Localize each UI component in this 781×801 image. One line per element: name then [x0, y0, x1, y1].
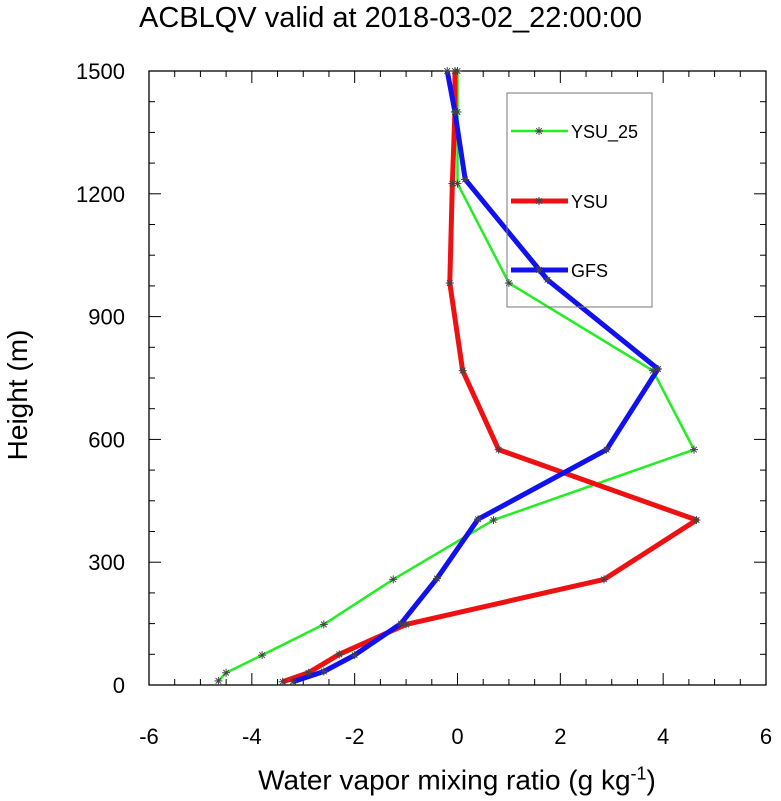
marker-stroke: [320, 621, 327, 628]
x-axis-label-close: ): [646, 764, 656, 796]
data-point: [432, 574, 441, 583]
y-tick-label: 1500: [76, 59, 125, 84]
series-lines: [214, 67, 701, 686]
data-point: [448, 179, 457, 188]
x-axis-label: Water vapor mixing ratio (g kg-1): [258, 763, 656, 796]
data-point: [258, 651, 267, 660]
data-point: [543, 275, 552, 284]
x-tick-label: -4: [242, 724, 262, 749]
x-axis-label-text: Water vapor mixing ratio (g kg: [258, 764, 631, 796]
data-point: [690, 445, 699, 454]
data-point: [494, 445, 503, 454]
marker-stroke: [535, 266, 543, 274]
x-tick-label: 2: [554, 724, 566, 749]
marker-stroke: [222, 669, 230, 676]
marker-stroke: [215, 677, 222, 685]
marker-stroke: [490, 516, 497, 524]
data-point: [319, 620, 328, 629]
marker-stroke: [402, 621, 410, 628]
marker-stroke: [454, 180, 461, 187]
y-tick-label: 1200: [76, 182, 125, 207]
legend-label: YSU_25: [571, 122, 638, 143]
marker-stroke: [305, 669, 312, 676]
x-tick-label: 0: [451, 724, 463, 749]
data-point: [602, 445, 611, 454]
x-tick-label: 4: [657, 724, 669, 749]
data-point: [288, 677, 297, 686]
y-tick-label: 900: [88, 305, 125, 330]
data-point: [278, 677, 287, 686]
data-point: [443, 67, 452, 75]
marker-stroke: [462, 176, 469, 183]
x-tick-label: -2: [345, 724, 365, 749]
data-point: [350, 651, 359, 660]
marker-stroke: [451, 67, 459, 75]
data-point: [319, 667, 328, 676]
data-point: [402, 620, 411, 629]
legend-marker: [535, 127, 543, 135]
marker-stroke: [544, 276, 551, 283]
x-tick-label: 6: [760, 724, 772, 749]
data-point: [222, 668, 231, 677]
data-point: [335, 650, 344, 659]
legend-marker: [535, 197, 543, 205]
marker-stroke: [535, 127, 543, 135]
data-point: [304, 668, 313, 677]
y-tick-label: 0: [113, 673, 125, 698]
data-point: [450, 107, 459, 116]
data-point: [692, 516, 701, 525]
marker-stroke: [693, 516, 700, 524]
marker-stroke: [474, 516, 482, 523]
legend-label: YSU: [571, 192, 608, 212]
data-point: [474, 515, 483, 524]
y-tick-label: 300: [88, 550, 125, 575]
axis-tick-labels: -6 -4 -2 0 2 4 6 0 300 600 900 1200 1500: [76, 59, 772, 749]
y-tick-label: 600: [88, 427, 125, 452]
marker-stroke: [690, 446, 698, 453]
marker-stroke: [446, 279, 453, 287]
marker-stroke: [495, 446, 502, 453]
data-point: [489, 516, 498, 525]
chart-title: ACBLQV valid at 2018-03-02_22:00:00: [138, 2, 642, 34]
data-point: [458, 366, 467, 375]
data-point: [214, 676, 223, 685]
marker-stroke: [258, 651, 266, 659]
data-point: [396, 619, 405, 628]
data-point: [504, 279, 513, 288]
marker-stroke: [600, 576, 608, 583]
marker-stroke: [390, 576, 397, 583]
series-line-ysu_25: [217, 71, 696, 682]
marker-stroke: [654, 365, 662, 373]
legend-box: [506, 92, 653, 308]
marker-stroke: [289, 678, 297, 685]
legend-label: GFS: [571, 261, 608, 281]
axis-ticks: [148, 70, 767, 686]
data-point: [445, 279, 454, 288]
x-axis-label-exponent: -1: [630, 763, 647, 784]
marker-stroke: [603, 446, 610, 453]
data-point: [461, 175, 470, 184]
x-tick-label: -6: [139, 724, 159, 749]
data-point: [654, 364, 663, 373]
marker-stroke: [535, 197, 543, 205]
marker-stroke: [459, 367, 466, 374]
data-point: [389, 575, 398, 584]
marker-stroke: [451, 108, 459, 116]
marker-stroke: [351, 651, 358, 659]
marker-stroke: [449, 180, 456, 187]
series-line-gfs: [292, 70, 661, 685]
legend-marker: [535, 266, 543, 274]
series-line-ysu: [281, 71, 700, 685]
data-point: [600, 575, 609, 584]
marker-stroke: [444, 67, 451, 75]
legend: YSU_25 YSU GFS: [506, 92, 653, 308]
marker-stroke: [397, 620, 405, 627]
data-point: [450, 67, 459, 75]
marker-stroke: [433, 575, 441, 582]
marker-stroke: [279, 678, 286, 685]
marker-stroke: [320, 668, 327, 675]
marker-stroke: [336, 651, 343, 658]
